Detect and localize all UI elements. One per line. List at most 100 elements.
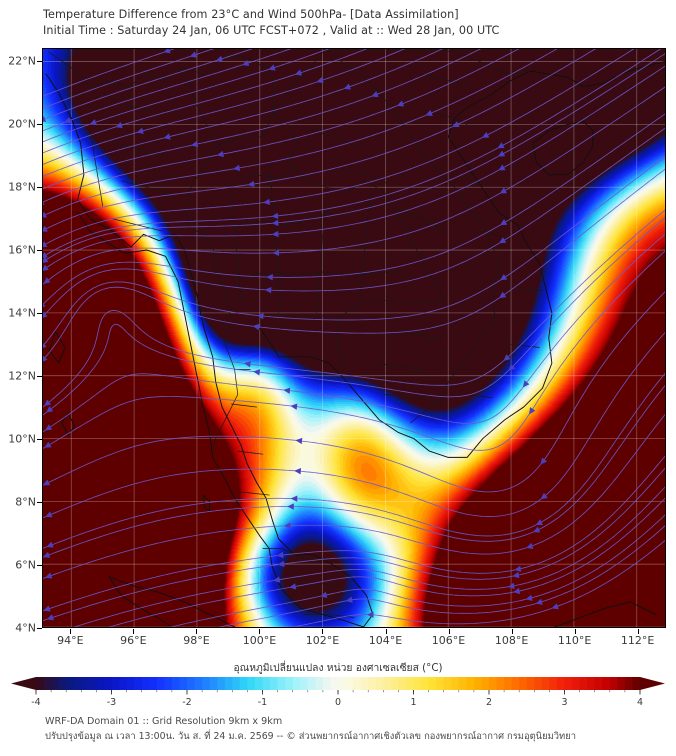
colorbar-band <box>473 677 482 690</box>
colorbar-band <box>156 677 165 690</box>
colorbar-band <box>239 677 248 690</box>
colorbar-band <box>632 677 641 690</box>
colorbar-band <box>232 677 241 690</box>
colorbar-tick-label: 4 <box>636 697 644 708</box>
x-axis-tick <box>259 629 261 634</box>
colorbar-band <box>368 677 377 690</box>
y-axis-tick-label: 16°N <box>8 243 36 257</box>
colorbar-band <box>224 677 233 690</box>
colorbar-band <box>405 677 414 690</box>
colorbar-band <box>209 677 218 690</box>
colorbar-band <box>43 677 52 690</box>
colorbar-band <box>443 677 452 690</box>
chart-title-block: Temperature Difference from 23°C and Win… <box>43 7 663 39</box>
colorbar-band <box>119 677 128 690</box>
colorbar-band <box>489 677 497 690</box>
colorbar-band <box>217 677 226 690</box>
x-axis-tick <box>574 629 576 634</box>
x-axis-tick <box>133 629 135 634</box>
colorbar-band <box>624 677 633 690</box>
colorbar <box>10 674 666 698</box>
y-axis-tick-label: 10°N <box>8 432 36 446</box>
y-axis-tick-label: 18°N <box>8 180 36 194</box>
colorbar-band <box>609 677 618 690</box>
map-overlay <box>43 49 665 627</box>
colorbar-band <box>66 677 75 690</box>
colorbar-band <box>300 677 309 690</box>
colorbar-band <box>481 677 490 690</box>
colorbar-band <box>36 677 44 690</box>
colorbar-band <box>103 677 112 690</box>
colorbar-band <box>164 677 173 690</box>
colorbar-band <box>247 677 256 690</box>
coastlines-and-borders <box>45 49 665 627</box>
x-axis-tick <box>70 629 72 634</box>
colorbar-band <box>134 677 143 690</box>
colorbar-band <box>421 677 430 690</box>
x-axis-tick <box>385 629 387 634</box>
colorbar-band <box>428 677 437 690</box>
colorbar-band <box>96 677 105 690</box>
y-axis-tick-label: 14°N <box>8 306 36 320</box>
colorbar-band <box>436 677 445 690</box>
colorbar-band <box>519 677 528 690</box>
colorbar-band <box>526 677 535 690</box>
colorbar-extend-min <box>11 677 36 690</box>
x-axis-tick-label: 102°E <box>305 634 340 647</box>
colorbar-band <box>564 677 573 690</box>
x-axis-tick <box>448 629 450 634</box>
colorbar-band <box>292 677 301 690</box>
colorbar-band <box>390 677 399 690</box>
footer-line-domain: WRF-DA Domain 01 :: Grid Resolution 9km … <box>45 716 283 727</box>
colorbar-band <box>270 677 279 690</box>
colorbar-tick-label: -3 <box>106 697 117 708</box>
x-axis-tick <box>637 629 639 634</box>
colorbar-band <box>504 677 513 690</box>
x-axis-tick-label: 106°E <box>431 634 466 647</box>
plot-frame <box>42 48 666 628</box>
colorbar-tick-label: 2 <box>485 697 493 708</box>
y-axis-tick-label: 4°N <box>15 621 36 635</box>
gridlines <box>43 49 665 627</box>
colorbar-band <box>88 677 97 690</box>
x-axis-tick-label: 98°E <box>183 634 210 647</box>
colorbar-label: อุณหภูมิเปลี่ยนแปลง หน่วย องศาเซลเซียส (… <box>233 662 443 674</box>
colorbar-band <box>171 677 180 690</box>
title-line-2: Initial Time : Saturday 24 Jan, 06 UTC F… <box>43 24 500 37</box>
colorbar-tick-label: -1 <box>257 697 268 708</box>
colorbar-band <box>549 677 558 690</box>
x-axis-tick-label: 96°E <box>120 634 147 647</box>
x-axis-tick <box>322 629 324 634</box>
x-axis-tick-label: 112°E <box>620 634 655 647</box>
y-axis-tick-label: 6°N <box>15 558 36 572</box>
colorbar-band <box>179 677 188 690</box>
x-axis-tick-label: 110°E <box>557 634 592 647</box>
x-axis-tick <box>196 629 198 634</box>
colorbar-band <box>458 677 467 690</box>
colorbar-band <box>202 677 211 690</box>
y-axis-tick-label: 8°N <box>15 495 36 509</box>
colorbar-band <box>126 677 135 690</box>
colorbar-band <box>254 677 263 690</box>
colorbar-band <box>572 677 581 690</box>
colorbar-band <box>398 677 407 690</box>
colorbar-band <box>111 677 120 690</box>
colorbar-band <box>81 677 90 690</box>
footer-line-credit: ปรับปรุงข้อมูล ณ เวลา 13:00น. วัน ส. ที่… <box>45 731 576 742</box>
y-axis-tick <box>37 628 42 629</box>
colorbar-band <box>322 677 331 690</box>
colorbar-band <box>541 677 550 690</box>
y-axis-tick-label: 20°N <box>8 117 36 131</box>
streamline-arrow-icon <box>43 49 559 621</box>
colorbar-band <box>556 677 565 690</box>
colorbar-band <box>617 677 626 690</box>
colorbar-band <box>149 677 158 690</box>
x-axis-tick <box>511 629 513 634</box>
footer-block: WRF-DA Domain 01 :: Grid Resolution 9km … <box>45 714 673 744</box>
x-axis-tick-label: 100°E <box>242 634 277 647</box>
x-axis-tick-label: 108°E <box>494 634 529 647</box>
colorbar-extend-max <box>640 677 665 690</box>
colorbar-band <box>360 677 369 690</box>
colorbar-band <box>58 677 67 690</box>
colorbar-band <box>194 677 203 690</box>
